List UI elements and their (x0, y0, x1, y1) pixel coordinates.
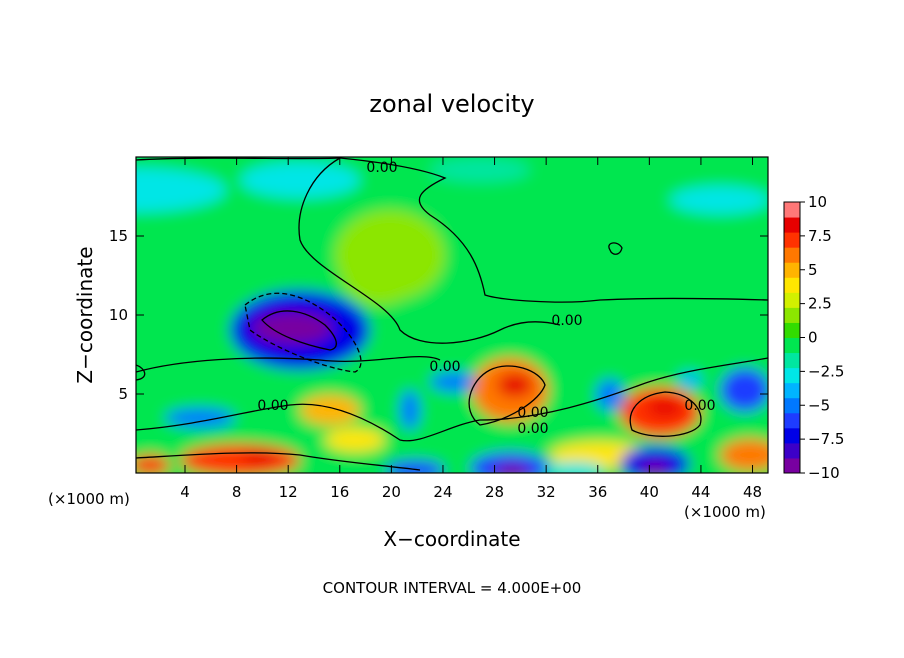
field-patch (136, 168, 226, 212)
colorbar-tick-label: 2.5 (808, 295, 832, 313)
field-patch (430, 158, 530, 182)
field-patch (494, 464, 530, 473)
field-patch (400, 390, 420, 430)
field-patch (720, 439, 768, 471)
field-patch (720, 368, 768, 412)
colorbar-band (784, 307, 800, 323)
colorbar-tick-label: 5 (808, 261, 818, 279)
field-patch (242, 451, 278, 465)
field-patch (545, 462, 605, 473)
contour-label: 0.00 (551, 313, 582, 329)
x-tick-label: 40 (640, 483, 659, 501)
field-patch (620, 446, 690, 473)
colorbar: 10 7.5 5 2.5 0 −2.5 −5 −7.5 −10 (783, 193, 844, 482)
chart-title: zonal velocity (369, 90, 534, 118)
footnote: CONTOUR INTERVAL = 4.000E+00 (323, 579, 582, 597)
colorbar-band (784, 202, 800, 218)
colorbar-band (784, 442, 800, 459)
field-patch (165, 408, 235, 428)
contour-label: 0.00 (517, 421, 548, 437)
colorbar-band (784, 277, 800, 293)
x-tick-label: 16 (330, 483, 349, 501)
colorbar-band (784, 322, 800, 338)
colorbar-band (784, 232, 800, 248)
field-patch (300, 395, 360, 425)
field-patch (678, 372, 702, 388)
x-unit-label: (×1000 m) (684, 503, 766, 521)
y-axis-label: Z−coordinate (73, 246, 97, 383)
field-patch (385, 460, 445, 473)
field: 0.000.000.000.00 0.000.000.00 (136, 157, 768, 473)
colorbar-band (784, 382, 800, 399)
x-tick-label: 20 (382, 483, 401, 501)
colorbar-band (784, 292, 800, 308)
colorbar-band (784, 247, 800, 263)
x-tick-label: 48 (743, 483, 762, 501)
colorbar-band (784, 367, 800, 384)
x-tick-label: 8 (232, 483, 242, 501)
y-tick-label: 15 (109, 227, 128, 245)
field-shading (136, 157, 768, 473)
colorbar-band (784, 262, 800, 278)
colorbar-band (784, 412, 800, 429)
colorbar-tick-label: −5 (808, 396, 830, 414)
colorbar-tick-label: 10 (808, 193, 827, 211)
colorbar-band (784, 352, 800, 369)
colorbar-tick-label: −2.5 (808, 362, 844, 380)
colorbar-tick-label: −10 (808, 464, 840, 482)
field-patch (497, 373, 533, 397)
colorbar-tick-label: −7.5 (808, 430, 844, 448)
field-patch (670, 186, 768, 214)
colorbar-tick-label: 7.5 (808, 227, 832, 245)
field-patch (340, 235, 420, 305)
x-tick-label: 4 (180, 483, 190, 501)
y-tick-label: 5 (118, 385, 128, 403)
field-patch (180, 444, 300, 473)
x-tick-label: 12 (279, 483, 298, 501)
field-patch (325, 428, 385, 452)
x-tick-label: 44 (691, 483, 710, 501)
contour-label: 0.00 (429, 359, 460, 375)
colorbar-band (784, 457, 800, 474)
x-axis-label: X−coordinate (383, 527, 520, 551)
colorbar-band (784, 337, 800, 354)
contour-label: 0.00 (257, 398, 288, 414)
field-patch (430, 372, 480, 392)
contour-label: 0.00 (366, 160, 397, 176)
colorbar-band (784, 217, 800, 233)
field-patch (240, 162, 360, 198)
x-tick-label: 24 (433, 483, 452, 501)
x-unit-label: (×1000 m) (48, 490, 130, 508)
contour-lines (136, 157, 768, 471)
field-patch (647, 399, 683, 417)
x-tick-label: 28 (485, 483, 504, 501)
x-tick-label: 36 (588, 483, 607, 501)
field-patch (641, 462, 669, 473)
field-patch (136, 455, 170, 473)
field-patch (252, 312, 332, 344)
colorbar-band (784, 427, 800, 444)
x-tick-label: 32 (537, 483, 556, 501)
y-tick-label: 10 (109, 306, 128, 324)
colorbar-tick-label: 0 (808, 329, 818, 347)
field-patch (470, 452, 550, 473)
colorbar-band (784, 397, 800, 414)
